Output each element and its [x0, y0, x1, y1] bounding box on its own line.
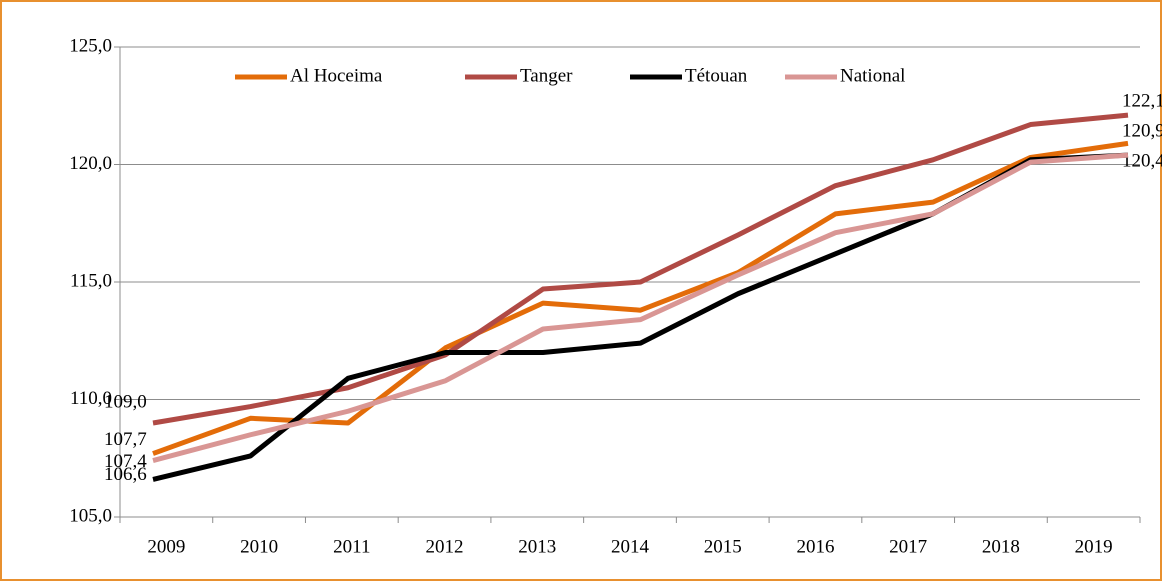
- series-line: [152, 112, 1129, 426]
- y-tick-label: 110,0: [70, 388, 112, 409]
- x-tick-label: 2015: [704, 536, 742, 557]
- y-tick-label: 115,0: [70, 270, 112, 291]
- data-label: 122,1: [1122, 91, 1162, 112]
- data-label: 120,4: [1122, 150, 1162, 171]
- x-tick-label: 2014: [611, 536, 650, 557]
- x-tick-label: 2010: [240, 536, 278, 557]
- x-tick-label: 2016: [796, 536, 834, 557]
- x-tick-label: 2012: [426, 536, 464, 557]
- x-tick-label: 2017: [889, 536, 927, 557]
- data-label: 107,4: [104, 451, 147, 472]
- x-tick-label: 2011: [333, 536, 370, 557]
- data-label: 109,0: [104, 391, 147, 412]
- legend-label: Tétouan: [685, 65, 748, 86]
- series-line: [152, 152, 1129, 464]
- y-tick-label: 125,0: [69, 35, 112, 56]
- legend-label: Tanger: [520, 65, 573, 86]
- data-label: 107,7: [104, 429, 147, 450]
- x-tick-label: 2009: [147, 536, 185, 557]
- x-tick-label: 2018: [982, 536, 1020, 557]
- x-tick-label: 2013: [518, 536, 556, 557]
- y-tick-label: 120,0: [69, 153, 112, 174]
- legend-label: National: [840, 65, 905, 86]
- data-label: 120,9: [1122, 121, 1162, 142]
- legend-label: Al Hoceima: [290, 65, 383, 86]
- x-tick-label: 2019: [1075, 536, 1113, 557]
- data-label: 106,6: [104, 464, 147, 485]
- y-tick-label: 105,0: [69, 505, 112, 526]
